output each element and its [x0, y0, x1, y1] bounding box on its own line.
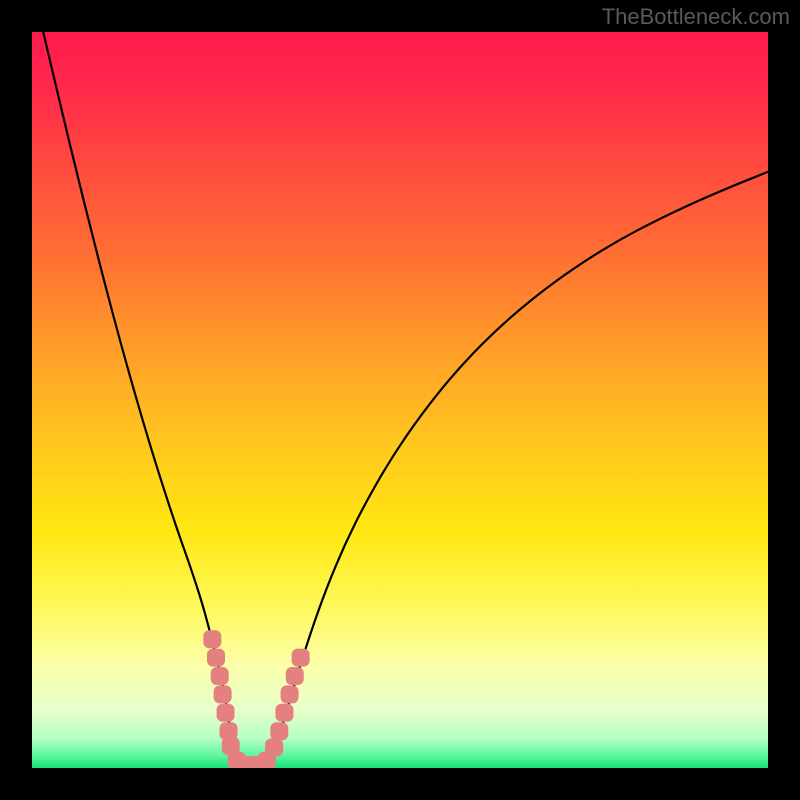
valley-marker [207, 649, 225, 667]
bottleneck-right [242, 172, 768, 768]
valley-marker [275, 704, 293, 722]
curve-layer [32, 32, 768, 768]
valley-marker [265, 738, 283, 756]
valley-marker [203, 630, 221, 648]
chart-container: TheBottleneck.com [0, 0, 800, 800]
valley-marker [270, 722, 288, 740]
valley-marker [211, 667, 229, 685]
valley-marker [214, 685, 232, 703]
valley-marker [217, 704, 235, 722]
valley-marker [292, 649, 310, 667]
watermark-text: TheBottleneck.com [602, 4, 790, 30]
valley-marker [286, 667, 304, 685]
valley-marker [281, 685, 299, 703]
plot-area [32, 32, 768, 768]
